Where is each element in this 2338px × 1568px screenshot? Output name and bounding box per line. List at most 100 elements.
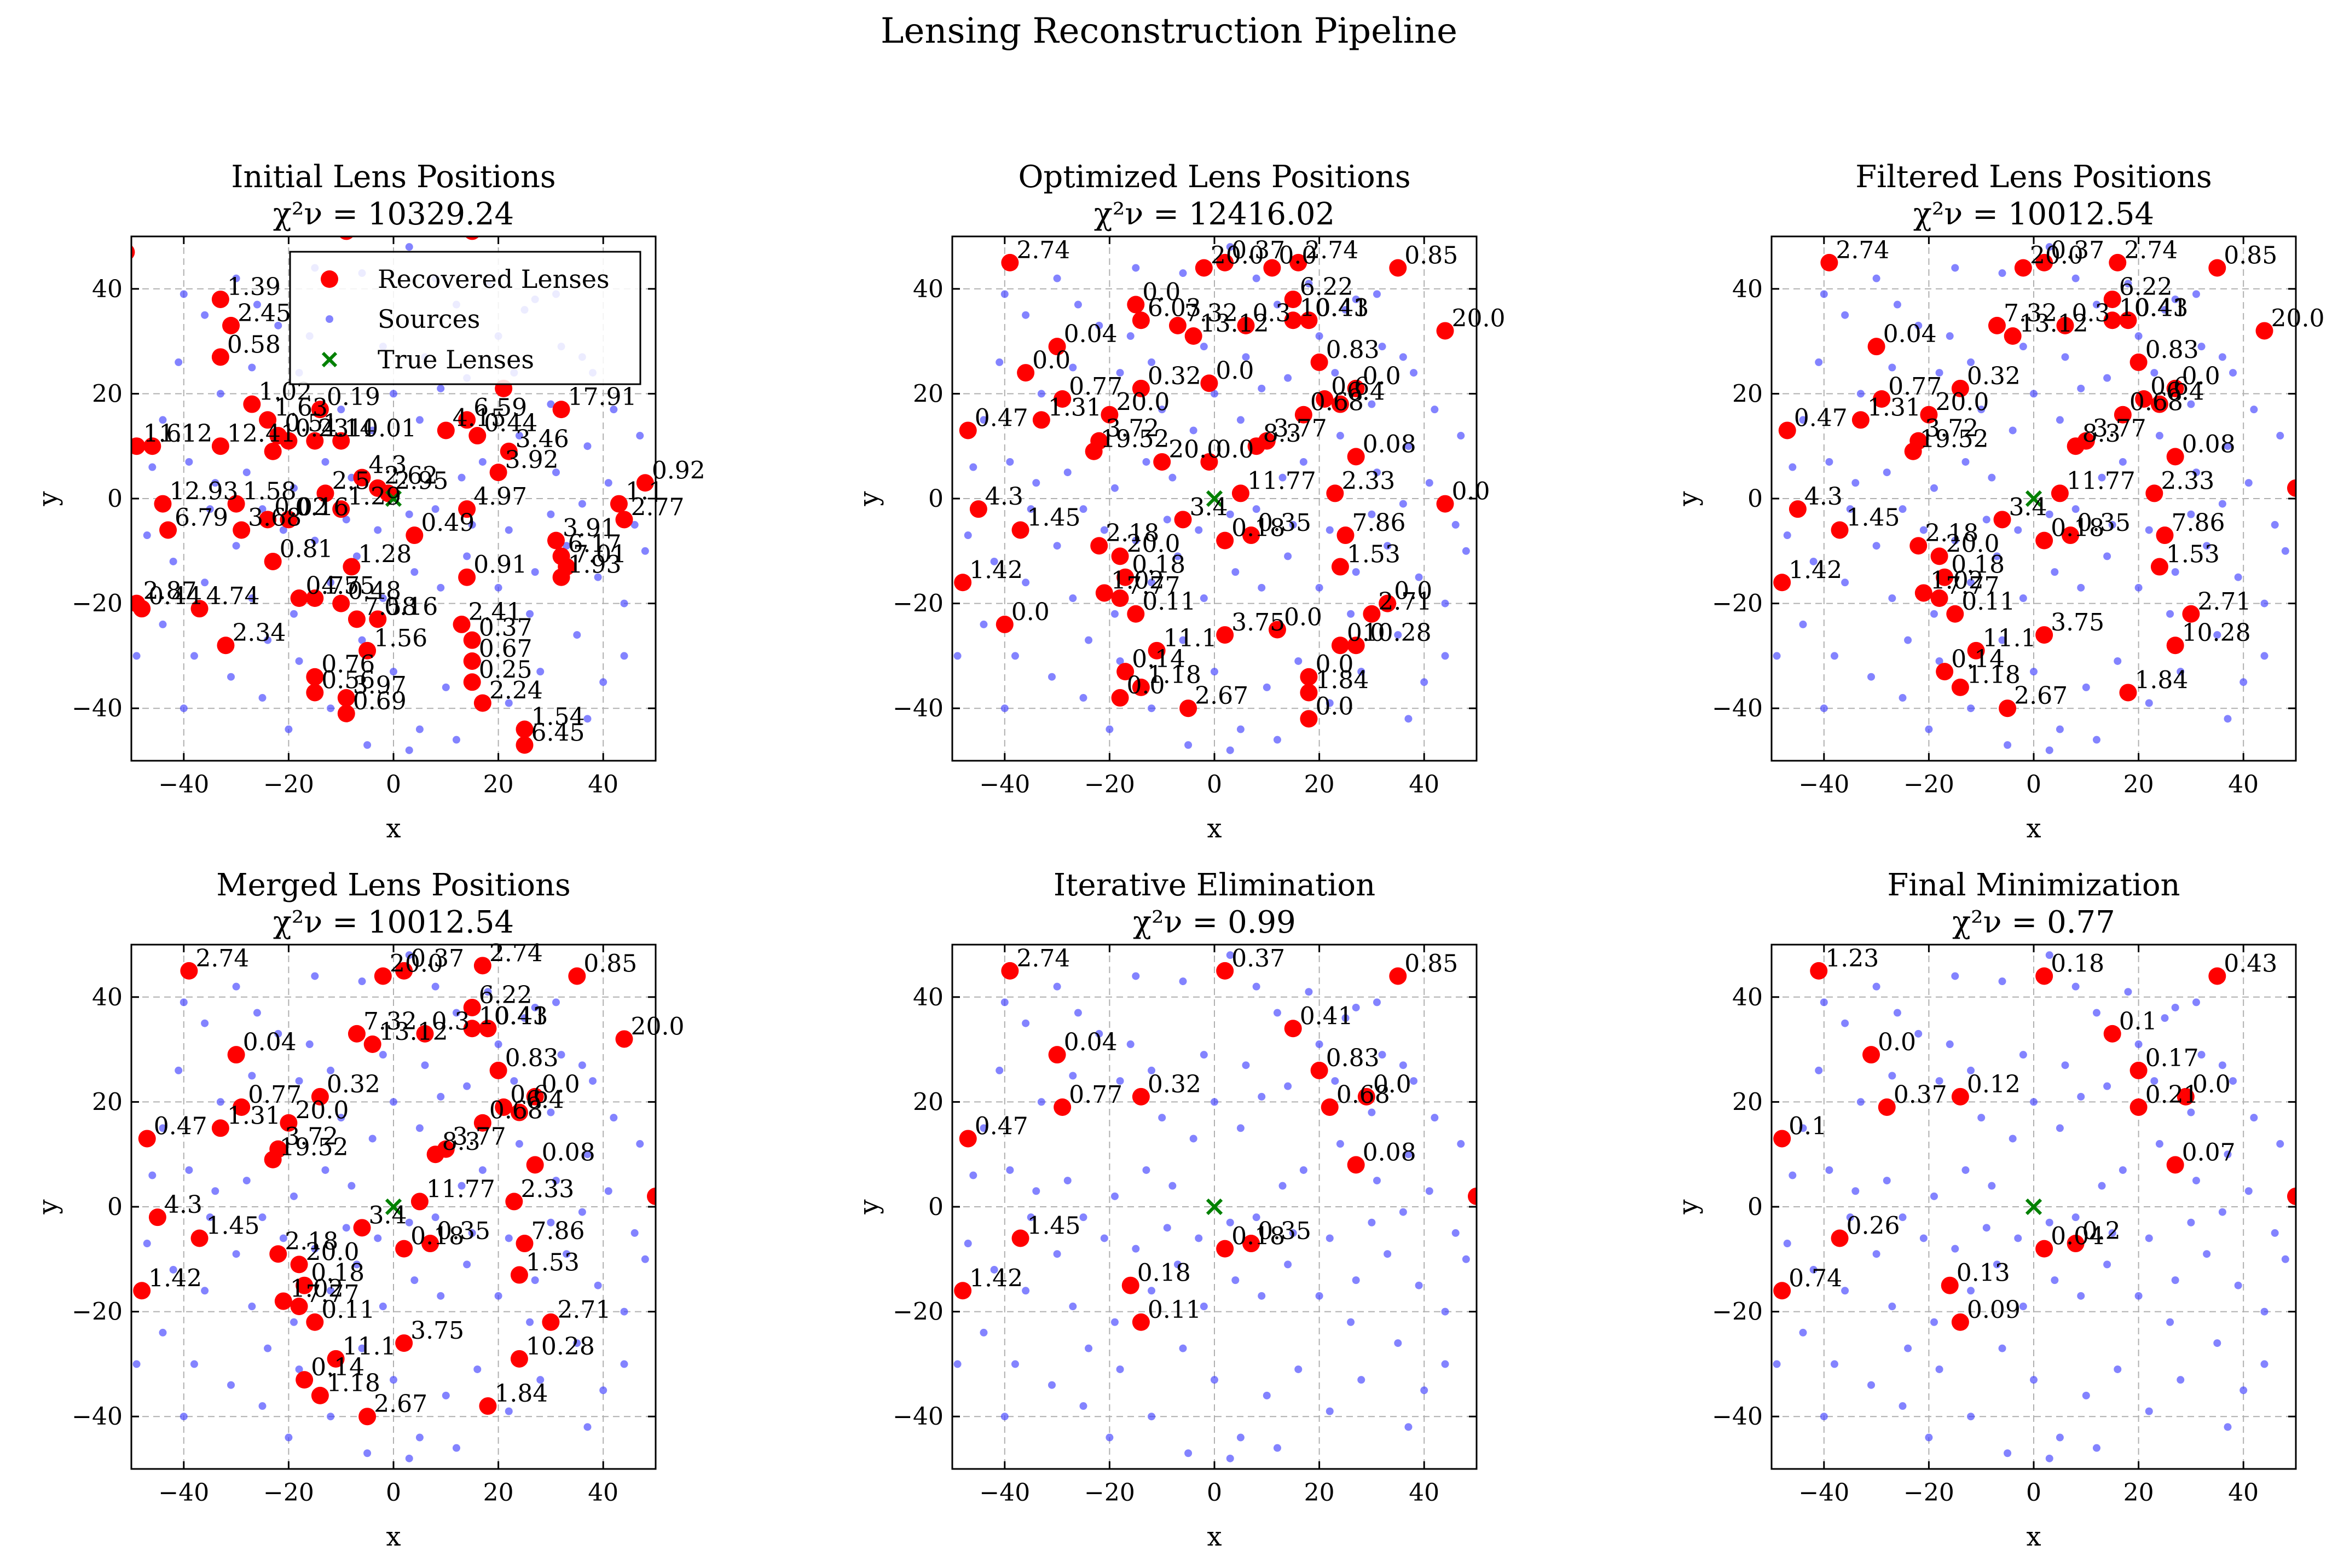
recovered-lens-point (1048, 1046, 1066, 1064)
lens-strength-label: 0.0 (1347, 619, 1385, 647)
x-tick-label: 0 (386, 1479, 401, 1507)
y-tick-label: −40 (1712, 1403, 1763, 1431)
recovered-lens-point (1242, 1235, 1260, 1253)
source-point (1179, 1344, 1187, 1352)
recovered-lens-point (2287, 479, 2296, 497)
lens-strength-label: 0.47 (975, 1112, 1028, 1140)
lens-strength-label: 19.52 (1920, 425, 1989, 453)
recovered-lens-point (211, 348, 229, 366)
source-point (1830, 1360, 1838, 1368)
x-tick-label: 40 (2228, 771, 2259, 799)
source-point (964, 1240, 972, 1248)
lens-strength-label: 8.3 (442, 1128, 481, 1156)
source-point (2224, 715, 2232, 723)
source-point (1914, 321, 1923, 329)
recovered-lens-point (1773, 574, 1791, 592)
source-point (2103, 1082, 2111, 1090)
recovered-lens-point (296, 1371, 314, 1389)
lens-strength-label: 0.47 (1794, 404, 1848, 432)
source-point (583, 715, 592, 723)
source-point (1158, 1114, 1166, 1122)
lens-strength-label: 0.58 (227, 331, 281, 358)
lens-strength-label: 0.0 (1315, 692, 1353, 720)
source-point (953, 1360, 962, 1368)
source-point (531, 568, 539, 576)
recovered-lens-point (2035, 967, 2053, 985)
recovered-lens-point (348, 1025, 366, 1043)
recovered-lens-point (2145, 484, 2163, 502)
source-point (305, 1040, 314, 1049)
source-point (290, 1192, 298, 1200)
source-point (2224, 442, 2232, 450)
source-point (337, 1114, 345, 1122)
source-point (1914, 1029, 1923, 1038)
source-point (2281, 1255, 2289, 1263)
recovered-lens-point (280, 1114, 298, 1132)
recovered-lens-point (2166, 637, 2184, 655)
source-point (2030, 390, 2038, 398)
lens-strength-label: 2.74 (195, 945, 249, 973)
source-point (1341, 1014, 1350, 1022)
y-tick-label: −20 (1712, 590, 1763, 618)
source-point (1856, 390, 1865, 398)
lens-strength-label: 1.53 (2166, 541, 2220, 569)
lens-strength-label: 0.77 (248, 1081, 302, 1109)
lens-strength-label: 20.0 (1116, 389, 1170, 416)
source-point (2166, 610, 2174, 618)
source-point (1872, 982, 1880, 991)
source-point (1184, 1449, 1193, 1457)
source-point (1951, 972, 1959, 980)
source-point (2077, 1092, 2085, 1101)
source-point (563, 1250, 571, 1258)
lens-strength-label: 1.58 (243, 478, 297, 506)
lens-strength-label: 1.23 (1825, 945, 1879, 973)
lens-strength-label: 1.53 (1347, 541, 1401, 569)
lens-strength-label: 0.68 (2129, 389, 2183, 416)
lens-strength-label: 7.32 (2004, 299, 2057, 327)
lens-strength-label: 4.97 (473, 483, 527, 511)
lens-strength-label: 4.15 (453, 404, 506, 432)
lens-strength-label: 1.31 (227, 1102, 281, 1130)
source-point (342, 1224, 350, 1232)
subplot-title: Merged Lens Positions (216, 867, 571, 903)
source-point (1893, 1009, 1901, 1017)
source-point (405, 746, 413, 754)
source-point (295, 1077, 303, 1085)
lens-strength-label: 0.25 (479, 656, 533, 684)
recovered-lens-point (1468, 1187, 1477, 1205)
source-point (327, 578, 335, 587)
source-point (2171, 568, 2179, 576)
x-axis-label: x (2026, 813, 2041, 844)
source-point (1888, 1303, 1896, 1311)
lens-strength-label: 20.0 (2271, 304, 2325, 332)
recovered-lens-point (1951, 379, 1969, 397)
source-point (1352, 568, 1360, 576)
source-point (636, 1140, 644, 1148)
source-point (2177, 1376, 2185, 1384)
source-point (1242, 353, 1250, 361)
source-point (1919, 526, 1928, 534)
lens-strength-label: 1.42 (148, 1264, 202, 1292)
source-point (473, 1365, 482, 1373)
lens-strength-label: 0.81 (280, 535, 333, 563)
lens-strength-label: 0.35 (1258, 1217, 1311, 1245)
recovered-lens-point (2177, 1087, 2195, 1106)
source-point (1163, 1224, 1171, 1232)
source-point (274, 321, 282, 329)
source-point (1357, 668, 1365, 676)
source-point (452, 736, 460, 744)
y-tick-label: 0 (928, 485, 944, 513)
source-point (641, 1255, 649, 1263)
recovered-lens-point (1999, 699, 2017, 718)
recovered-lens-point (1195, 259, 1213, 277)
recovered-lens-point (1851, 411, 1870, 429)
lens-strength-label: 7.77 (1127, 572, 1180, 600)
x-tick-label: 0 (2026, 1479, 2041, 1507)
recovered-lens-point (2182, 605, 2200, 623)
lens-strength-label: 1.45 (1847, 504, 1900, 531)
recovered-lens-point (363, 1035, 381, 1054)
source-point (1783, 531, 1791, 540)
source-point (610, 1114, 618, 1122)
lens-strength-label: 6.4 (1347, 378, 1385, 406)
